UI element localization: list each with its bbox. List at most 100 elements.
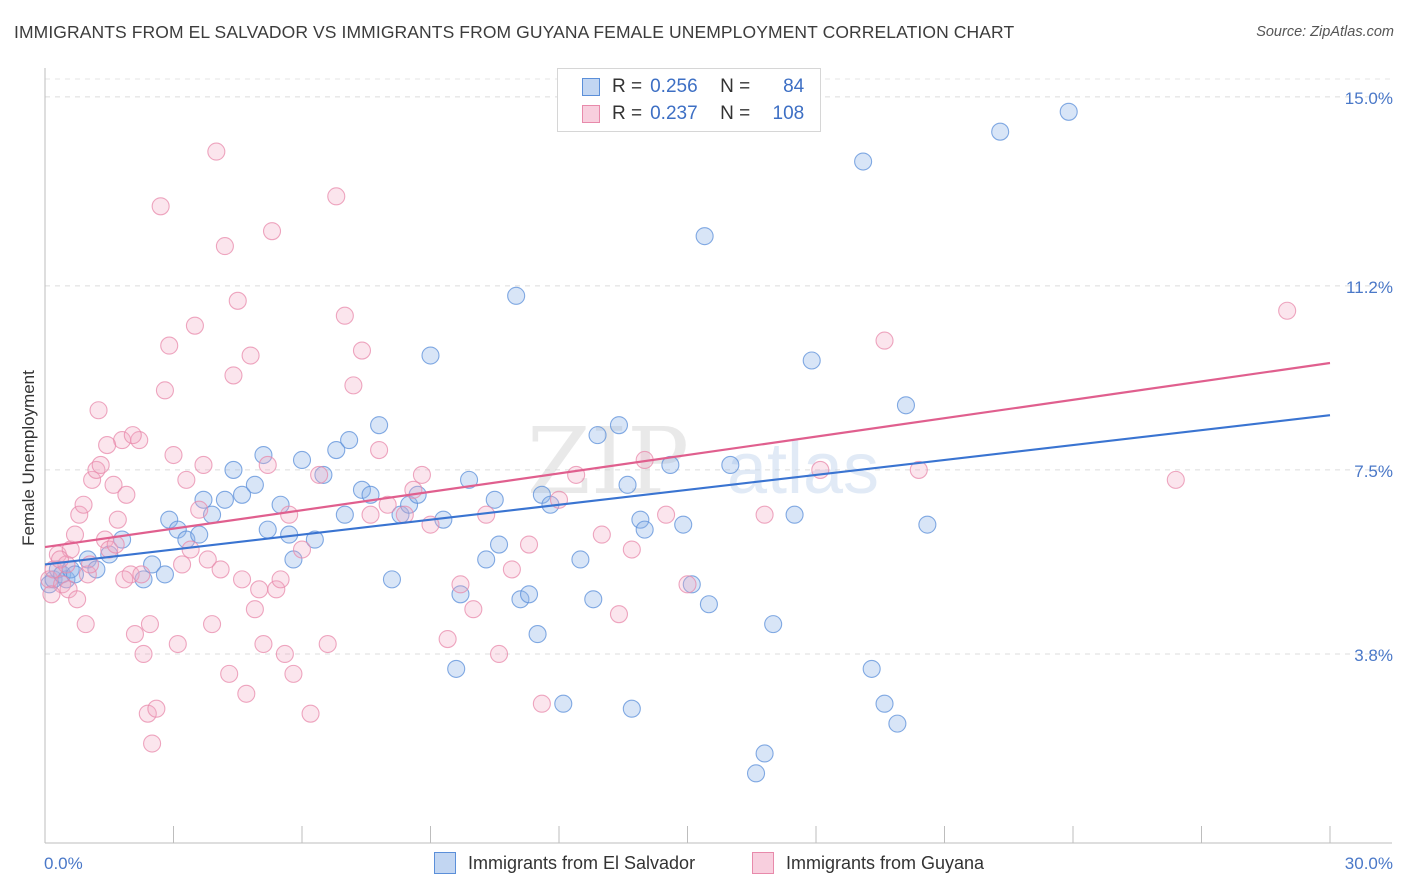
data-point bbox=[370, 440, 389, 460]
y-tick-label: 11.2% bbox=[1346, 278, 1393, 297]
data-point bbox=[609, 605, 629, 624]
data-point bbox=[198, 550, 217, 569]
data-point bbox=[609, 416, 629, 435]
legend-row-guyana: R = 0.237 N = 108 bbox=[582, 102, 804, 126]
data-points bbox=[40, 102, 1297, 783]
data-point bbox=[327, 187, 346, 206]
data-point bbox=[207, 142, 226, 161]
data-point bbox=[459, 470, 479, 489]
data-point bbox=[215, 237, 234, 256]
data-point bbox=[258, 455, 277, 475]
data-point bbox=[1166, 470, 1185, 489]
data-point bbox=[764, 615, 783, 634]
data-point bbox=[305, 530, 324, 549]
data-point bbox=[181, 540, 200, 559]
data-point bbox=[155, 565, 174, 584]
legend-n-value: 108 bbox=[772, 103, 805, 124]
data-point bbox=[190, 500, 209, 519]
data-point bbox=[340, 431, 359, 450]
data-point bbox=[125, 625, 144, 644]
data-point bbox=[70, 505, 89, 524]
correlation-legend: R = 0.256 N = 84 R = 0.237 N = 108 bbox=[557, 68, 821, 132]
legend-r-value: 0.256 bbox=[650, 76, 698, 97]
data-point bbox=[104, 475, 123, 494]
data-point bbox=[519, 585, 539, 604]
data-point bbox=[451, 585, 470, 604]
data-point bbox=[361, 505, 380, 524]
legend-r-label: R = bbox=[612, 103, 643, 124]
y-tick-label: 7.5% bbox=[1354, 462, 1393, 481]
data-point bbox=[918, 515, 937, 534]
data-point bbox=[228, 291, 247, 310]
axes bbox=[44, 68, 1392, 844]
data-point bbox=[519, 535, 539, 554]
legend-label-guyana: Immigrants from Guyana bbox=[786, 852, 985, 873]
data-point bbox=[382, 570, 402, 589]
data-point bbox=[132, 565, 151, 584]
data-point bbox=[875, 331, 894, 350]
data-point bbox=[622, 540, 641, 559]
legend-swatch-el-salvador bbox=[434, 852, 456, 874]
data-point bbox=[310, 465, 329, 484]
data-point bbox=[271, 570, 290, 589]
data-point bbox=[194, 490, 213, 509]
data-point bbox=[76, 615, 95, 634]
data-point bbox=[65, 525, 85, 544]
data-point bbox=[138, 704, 157, 723]
data-point bbox=[657, 505, 676, 524]
data-point bbox=[567, 465, 586, 484]
data-point bbox=[489, 535, 509, 554]
data-point bbox=[588, 426, 607, 445]
data-point bbox=[50, 550, 70, 569]
legend-label-el-salvador: Immigrants from El Salvador bbox=[468, 852, 696, 873]
watermark: ZIP atlas bbox=[527, 408, 879, 515]
data-point bbox=[245, 475, 264, 494]
data-point bbox=[258, 520, 277, 539]
data-point bbox=[327, 440, 346, 460]
y-tick-label: 15.0% bbox=[1345, 89, 1393, 108]
data-point bbox=[284, 664, 303, 683]
data-point bbox=[618, 475, 637, 494]
data-point bbox=[699, 595, 718, 614]
data-point bbox=[42, 585, 61, 604]
legend-item-el-salvador[interactable]: Immigrants from El Salvador bbox=[434, 852, 695, 874]
data-point bbox=[83, 470, 102, 489]
data-point bbox=[335, 505, 354, 524]
data-point bbox=[91, 455, 110, 475]
data-point bbox=[674, 515, 693, 534]
data-point bbox=[896, 396, 916, 415]
data-point bbox=[755, 744, 774, 763]
x-tick-label: 30.0% bbox=[1345, 854, 1393, 873]
y-tick-label: 3.8% bbox=[1354, 646, 1393, 665]
data-point bbox=[447, 659, 466, 678]
data-point bbox=[108, 510, 127, 529]
data-point bbox=[682, 575, 701, 594]
data-point bbox=[785, 505, 804, 524]
data-point bbox=[215, 490, 234, 509]
x-tick-label: 0.0% bbox=[44, 854, 83, 873]
data-point bbox=[477, 550, 496, 569]
data-point bbox=[862, 659, 881, 678]
data-point bbox=[224, 460, 243, 479]
data-point bbox=[421, 346, 440, 365]
data-point bbox=[1278, 301, 1297, 320]
legend-n-label: N = bbox=[720, 76, 751, 97]
data-point bbox=[489, 644, 509, 664]
data-point bbox=[802, 351, 821, 370]
legend-item-guyana[interactable]: Immigrants from Guyana bbox=[752, 852, 984, 874]
data-point bbox=[571, 550, 590, 569]
data-point bbox=[292, 540, 312, 559]
data-point bbox=[451, 575, 470, 594]
data-point bbox=[164, 445, 183, 465]
data-point bbox=[378, 495, 397, 514]
data-point bbox=[352, 480, 372, 499]
data-point bbox=[44, 570, 63, 589]
data-point bbox=[134, 644, 153, 664]
data-point bbox=[464, 600, 483, 619]
data-point bbox=[98, 436, 117, 455]
data-point bbox=[117, 485, 136, 504]
data-point bbox=[344, 376, 363, 395]
data-point bbox=[241, 346, 260, 365]
data-point bbox=[746, 764, 766, 783]
data-point bbox=[635, 520, 654, 539]
